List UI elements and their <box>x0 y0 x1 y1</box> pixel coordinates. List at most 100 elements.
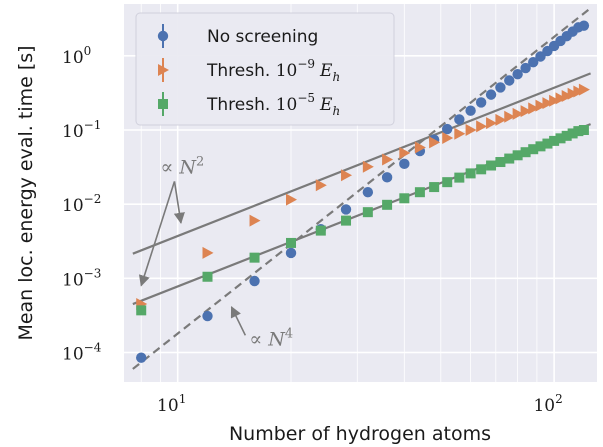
data-point <box>382 199 393 210</box>
data-point <box>286 237 297 248</box>
y-tick-label: 10−4 <box>62 340 102 364</box>
data-point <box>578 125 589 135</box>
annotation-label-1: ∝ N2 <box>160 154 204 178</box>
data-point <box>442 132 454 145</box>
data-point <box>475 97 487 108</box>
data-point <box>573 85 585 98</box>
data-point <box>578 83 590 96</box>
data-point <box>549 135 560 146</box>
data-point <box>555 133 566 144</box>
data-point <box>504 75 515 86</box>
data-point <box>136 352 147 363</box>
data-point <box>340 204 352 215</box>
legend-label: Thresh. 10−5 Eh <box>206 91 340 118</box>
x-tick-label: 102 <box>533 392 562 416</box>
data-point <box>202 271 213 282</box>
data-point <box>465 124 477 136</box>
data-point <box>485 89 497 100</box>
data-point <box>476 120 488 133</box>
data-point <box>535 99 547 112</box>
data-point <box>555 92 567 105</box>
data-point <box>454 127 466 140</box>
data-point <box>249 275 260 287</box>
data-point <box>399 193 410 204</box>
data-point <box>567 128 578 139</box>
data-point <box>561 90 573 103</box>
data-point <box>465 105 476 116</box>
y-axis-label: Mean loc. energy eval. time [s] <box>15 45 37 340</box>
y-tick-label: 10−3 <box>62 266 101 290</box>
annotation-arrow <box>138 181 176 287</box>
data-point <box>414 141 426 154</box>
data-point <box>549 94 561 107</box>
legend-entry-2: Thresh. 10−9 Eh <box>158 57 340 84</box>
data-point <box>249 214 261 227</box>
data-point <box>528 57 539 68</box>
annotation-arrow <box>173 181 185 224</box>
data-point <box>442 123 453 135</box>
data-point <box>573 126 584 137</box>
data-point <box>465 168 476 179</box>
fit-line-3 <box>132 7 592 370</box>
data-point <box>528 102 540 115</box>
data-point <box>249 252 260 263</box>
annotation-label-2: ∝ N4 <box>249 326 293 350</box>
data-point <box>341 215 352 226</box>
data-point <box>362 160 374 173</box>
annotation-arrow <box>230 306 247 336</box>
data-point <box>454 172 465 183</box>
data-point <box>535 141 546 152</box>
data-point <box>520 105 532 118</box>
legend-label: Thresh. 10−9 Eh <box>206 57 340 84</box>
data-point <box>486 160 497 171</box>
data-point <box>414 187 425 198</box>
data-point <box>362 186 374 198</box>
data-point <box>542 97 554 110</box>
data-point <box>202 246 214 259</box>
data-point <box>136 305 147 316</box>
data-point <box>399 146 411 159</box>
data-point <box>542 138 553 149</box>
series-3 <box>136 125 589 316</box>
legend-entry-3: Thresh. 10−5 Eh <box>158 91 340 118</box>
legend-entry-1: No screening <box>157 24 318 48</box>
data-point <box>561 130 572 141</box>
data-point <box>315 179 327 192</box>
data-point <box>362 207 373 218</box>
data-point <box>442 177 453 188</box>
data-point <box>286 193 298 206</box>
data-series <box>136 20 590 363</box>
data-point <box>512 107 524 120</box>
y-tick-label: 10−2 <box>62 192 101 216</box>
data-point <box>315 225 326 236</box>
data-point <box>429 182 440 193</box>
data-point <box>567 87 579 100</box>
data-point <box>528 144 539 155</box>
legend-marker <box>158 64 169 76</box>
legend-label: No screening <box>207 27 318 47</box>
data-point <box>341 169 353 182</box>
tick-labels: 101 102 10−4 10−3 10−2 10−1 100 <box>62 44 563 416</box>
x-tick-label: 101 <box>157 392 186 416</box>
data-point <box>399 158 410 170</box>
data-point <box>520 62 531 74</box>
data-point <box>382 153 394 166</box>
data-point <box>202 310 213 322</box>
annotations: ∝ N2 ∝ N4 <box>138 154 293 350</box>
data-point <box>495 82 506 93</box>
data-point <box>578 20 590 31</box>
legend-marker <box>158 99 168 109</box>
data-point <box>285 247 297 259</box>
legend-marker <box>157 30 169 42</box>
data-point <box>429 136 441 149</box>
data-point <box>495 157 506 168</box>
legend-box <box>135 12 395 126</box>
y-tick-label: 100 <box>62 44 91 68</box>
data-point <box>454 114 465 125</box>
data-point <box>504 153 515 164</box>
fit-line-1 <box>132 72 591 255</box>
series-2 <box>136 83 590 311</box>
y-tick-label: 10−1 <box>62 118 101 142</box>
x-axis-label: Number of hydrogen atoms <box>229 423 491 445</box>
